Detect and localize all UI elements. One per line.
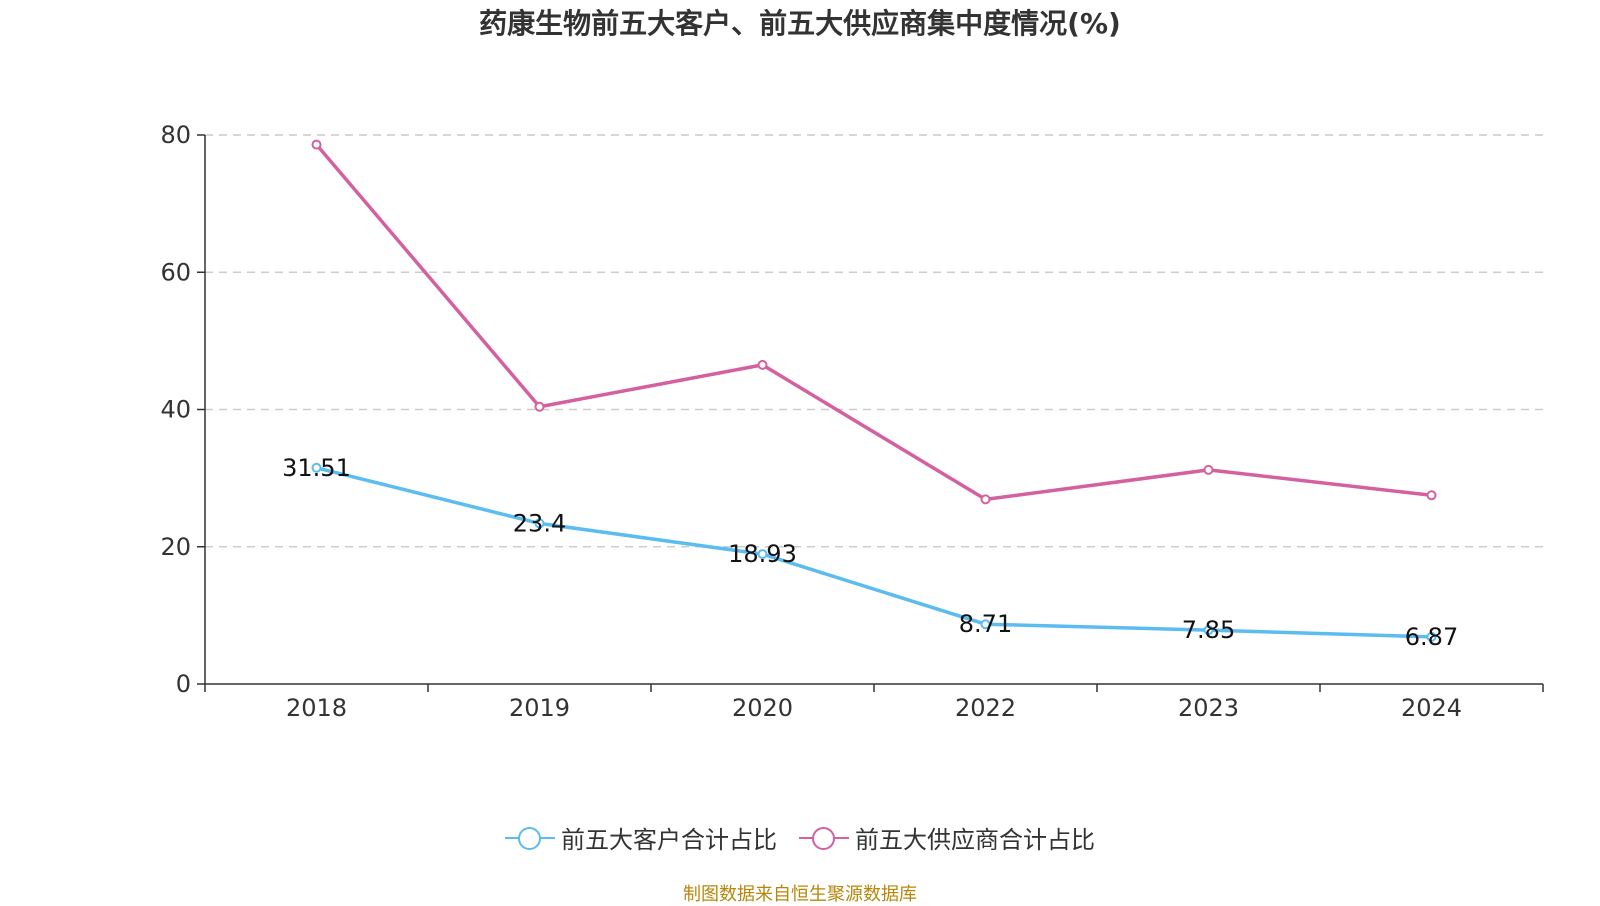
data-label-0-2022: 8.71 — [959, 610, 1012, 638]
series-0-point-2019 — [534, 518, 545, 529]
data-label-0-2024: 6.87 — [1405, 623, 1458, 651]
y-tick-label-40: 40 — [160, 396, 191, 424]
series-lines — [311, 139, 1437, 642]
x-tick-label-2024: 2024 — [1401, 694, 1462, 722]
source-note: 制图数据来自恒生聚源数据库 — [683, 884, 917, 905]
legend-item-customers[interactable]: 前五大客户合计占比 — [505, 820, 777, 855]
data-label-0-2023: 7.85 — [1182, 616, 1235, 644]
x-tick-label-2018: 2018 — [286, 694, 347, 722]
series-1-point-2020 — [757, 359, 768, 370]
data-label-0-2018: 31.51 — [282, 454, 351, 482]
data-label-0-2020: 18.93 — [728, 540, 797, 568]
series-line-1 — [315, 143, 1432, 502]
series-0-point-2022 — [980, 619, 991, 630]
series-0-point-2023 — [1203, 625, 1214, 636]
data-label-0-2019: 23.4 — [513, 509, 566, 537]
series-0-point-2018 — [311, 462, 322, 473]
y-tick-label-20: 20 — [160, 533, 191, 561]
legend-label-suppliers: 前五大供应商合计占比 — [855, 826, 1095, 854]
series-line-0 — [316, 466, 1432, 639]
x-tick-label-2023: 2023 — [1178, 694, 1239, 722]
series-1-point-2018 — [311, 139, 322, 150]
series-0-point-2020 — [757, 549, 768, 560]
legend-item-suppliers[interactable]: 前五大供应商合计占比 — [799, 820, 1095, 855]
series-1-point-2023 — [1203, 464, 1214, 475]
series-1-point-2022 — [980, 494, 991, 505]
legend: 前五大客户合计占比 前五大供应商合计占比 — [0, 820, 1600, 855]
series-1-point-2019 — [534, 401, 545, 412]
series-0-point-2024 — [1426, 631, 1437, 642]
y-tick-label-80: 80 — [160, 121, 191, 149]
legend-label-customers: 前五大客户合计占比 — [561, 826, 777, 854]
line-chart: 0 20 40 60 80 2018 2019 2020 2022 2023 2024 31.51 2… — [160, 121, 1544, 722]
x-tick-label-2022: 2022 — [955, 694, 1016, 722]
x-tick-label-2020: 2020 — [732, 694, 793, 722]
axes: 0 20 40 60 80 2018 2019 2020 2022 2023 2024 — [160, 121, 1544, 722]
chart-title: 药康生物前五大客户、前五大供应商集中度情况(%) — [479, 7, 1121, 40]
data-labels: 31.51 23.4 18.93 8.71 7.85 6.87 — [282, 454, 1458, 651]
legend-swatch-suppliers — [799, 826, 849, 850]
y-tick-label-0: 0 — [176, 670, 191, 698]
series-1-point-2024 — [1426, 490, 1437, 501]
legend-swatch-customers — [505, 826, 555, 850]
y-tick-label-60: 60 — [160, 258, 191, 286]
x-tick-label-2019: 2019 — [509, 694, 570, 722]
